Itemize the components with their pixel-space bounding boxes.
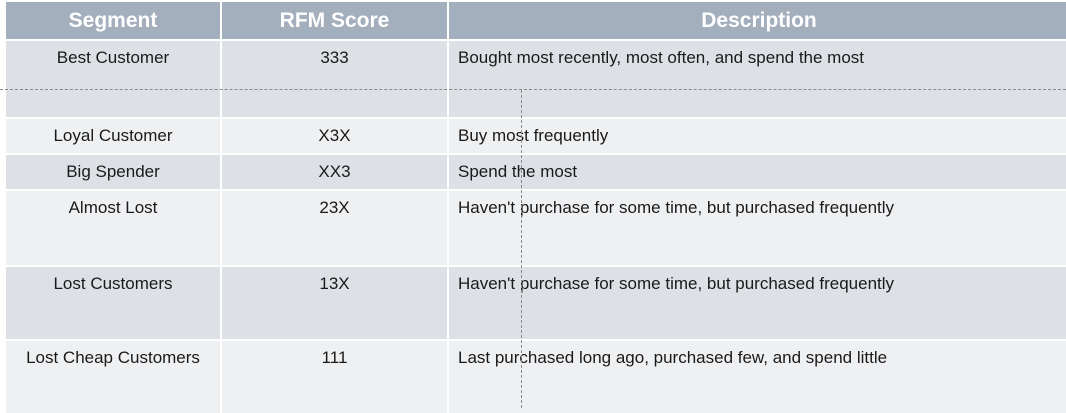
header-description: Description bbox=[449, 2, 1066, 39]
row-5-segment: Lost Customers bbox=[6, 267, 220, 339]
row-4-description: Haven't purchase for some time, but purc… bbox=[449, 191, 1066, 265]
header-segment: Segment bbox=[6, 2, 220, 39]
row-6-description: Last purchased long ago, purchased few, … bbox=[449, 341, 1066, 413]
header-rfm-score: RFM Score bbox=[222, 2, 447, 39]
rfm-segment-table: Segment RFM Score Description Best Custo… bbox=[6, 2, 1066, 413]
row-5-description: Haven't purchase for some time, but purc… bbox=[449, 267, 1066, 339]
row-1-score: 333 bbox=[222, 41, 447, 117]
row-4-score: 23X bbox=[222, 191, 447, 265]
row-1-segment: Best Customer bbox=[6, 41, 220, 117]
row-4-segment: Almost Lost bbox=[6, 191, 220, 265]
row-3-description: Spend the most bbox=[449, 155, 1066, 189]
row-6-score: 111 bbox=[222, 341, 447, 413]
row-3-score: XX3 bbox=[222, 155, 447, 189]
row-2-score: X3X bbox=[222, 119, 447, 153]
row-5-score: 13X bbox=[222, 267, 447, 339]
vertical-guide-line bbox=[521, 90, 522, 408]
row-3-segment: Big Spender bbox=[6, 155, 220, 189]
row-2-segment: Loyal Customer bbox=[6, 119, 220, 153]
row-1-description: Bought most recently, most often, and sp… bbox=[449, 41, 1066, 117]
horizontal-guide-line bbox=[0, 89, 1066, 90]
row-6-segment: Lost Cheap Customers bbox=[6, 341, 220, 413]
row-2-description: Buy most frequently bbox=[449, 119, 1066, 153]
